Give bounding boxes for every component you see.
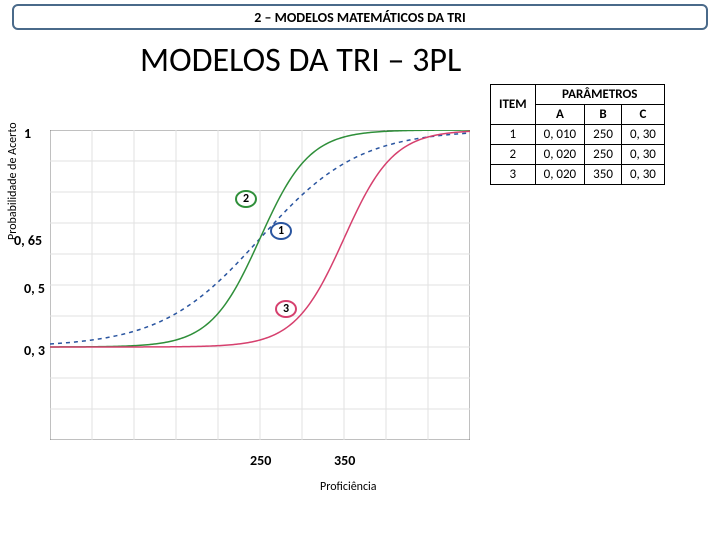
cell: 0, 010 — [535, 125, 585, 145]
ytick-1: 1 — [24, 125, 31, 142]
col-c: C — [621, 105, 664, 125]
col-b: B — [585, 105, 622, 125]
table-row: 1 0, 010 250 0, 30 — [491, 125, 665, 145]
ytick-065: 0, 65 — [14, 232, 42, 249]
xtick-250: 250 — [250, 452, 271, 469]
cell: 3 — [491, 165, 536, 185]
parameters-table: ITEM PARÂMETROS A B C 1 0, 010 250 0, 30… — [490, 84, 665, 185]
cell: 250 — [585, 145, 622, 165]
x-axis-label: Proficiência — [320, 480, 377, 494]
xtick-350: 350 — [334, 452, 355, 469]
cell: 2 — [491, 145, 536, 165]
cell: 0, 30 — [621, 125, 664, 145]
table-row: 3 0, 020 350 0, 30 — [491, 165, 665, 185]
col-item: ITEM — [491, 85, 536, 125]
curve-marker-2: 2 — [235, 190, 257, 208]
curve-marker-1: 1 — [270, 222, 292, 240]
cell: 0, 30 — [621, 165, 664, 185]
cell: 250 — [585, 125, 622, 145]
col-a: A — [535, 105, 585, 125]
y-axis-label: Probabilidade de Acerto — [6, 122, 20, 240]
table-row: 2 0, 020 250 0, 30 — [491, 145, 665, 165]
ytick-05: 0, 5 — [24, 280, 45, 297]
icc-chart — [50, 130, 470, 440]
cell: 0, 30 — [621, 145, 664, 165]
ytick-03: 0, 3 — [24, 342, 45, 359]
cell: 350 — [585, 165, 622, 185]
col-param: PARÂMETROS — [535, 85, 664, 105]
section-banner: 2 – MODELOS MATEMÁTICOS DA TRI — [12, 4, 708, 30]
curve-marker-3: 3 — [275, 300, 297, 318]
cell: 0, 020 — [535, 165, 585, 185]
cell: 0, 020 — [535, 145, 585, 165]
cell: 1 — [491, 125, 536, 145]
slide-title: MODELOS DA TRI – 3PL — [140, 40, 461, 81]
